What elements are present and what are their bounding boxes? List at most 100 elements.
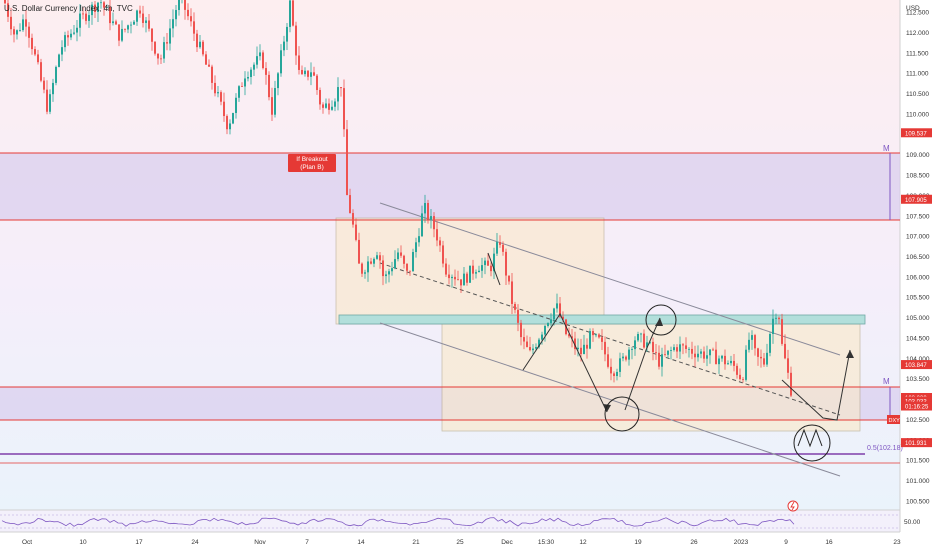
candle-body [412, 252, 414, 272]
channel-lower-line [379, 322, 841, 477]
candle-body [61, 47, 63, 55]
x-tick-label: 9 [784, 539, 788, 546]
rsi-tick: 50.00 [904, 519, 921, 526]
candle-body [424, 203, 426, 214]
currency-label: USD [906, 5, 920, 12]
candle-body [367, 261, 369, 273]
candle-body [568, 334, 570, 337]
candle-body [421, 213, 423, 237]
candle-body [316, 75, 318, 91]
plan-b-label-line2: (Plan B) [300, 164, 323, 171]
candle-body [58, 54, 60, 67]
candle-body [466, 273, 468, 283]
candle-body [418, 236, 420, 243]
candle-body [493, 253, 495, 272]
candle-body [145, 20, 147, 23]
candle-body [532, 348, 534, 351]
x-tick-label: 15:30 [538, 539, 555, 546]
chart-title: U.S. Dollar Currency Index, 4h, TVC [4, 4, 133, 13]
candle-body [580, 347, 582, 355]
candle-body [592, 331, 594, 336]
lightning-icon[interactable] [787, 500, 799, 512]
candle-body [529, 347, 531, 351]
candle-body [769, 334, 771, 353]
candle-body [574, 338, 576, 350]
candle-body [10, 16, 12, 30]
y-tick-label: 106.500 [906, 254, 930, 261]
candle-body [595, 334, 597, 336]
candle-body [661, 354, 663, 367]
candle-body [109, 7, 111, 24]
candle-body [358, 239, 360, 264]
candle-body [118, 24, 120, 41]
candle-body [25, 19, 27, 27]
candle-body [133, 21, 135, 25]
candle-body [160, 58, 162, 60]
candle-body [322, 104, 324, 108]
candle-body [136, 10, 138, 22]
candle-body [430, 216, 432, 220]
price-badge-label: 01:16:25 [905, 405, 929, 411]
candle-body [469, 265, 471, 283]
candle-body [748, 339, 750, 350]
candle-body [115, 21, 117, 25]
candle-body [448, 274, 450, 279]
candle-body [598, 334, 600, 338]
y-tick-label: 112.000 [906, 30, 929, 37]
price-badge [901, 401, 932, 411]
candle-body [541, 334, 543, 340]
candle-body [262, 52, 264, 69]
price-badge [901, 360, 932, 370]
candle-body [211, 66, 213, 83]
candle-body [673, 347, 675, 351]
candle-body [238, 86, 240, 98]
candle-body [202, 41, 204, 55]
candle-body [217, 92, 219, 94]
candle-body [205, 54, 207, 65]
candle-body [16, 30, 18, 35]
y-tick-label: 111.000 [906, 71, 929, 78]
candle-body [613, 373, 615, 377]
y-tick-label: 112.500 [906, 10, 929, 17]
candle-body [667, 350, 669, 355]
candle-body [622, 356, 624, 359]
candle-body [712, 349, 714, 351]
breakout-strip [338, 314, 866, 325]
candle-body [349, 195, 351, 214]
candle-body [475, 272, 477, 274]
candle-body [520, 322, 522, 338]
x-tick-label: 16 [825, 539, 833, 546]
candle-body [7, 3, 9, 17]
y-tick-label: 110.500 [906, 91, 929, 98]
candle-body [733, 360, 735, 366]
candle-body [361, 263, 363, 274]
price-badge [901, 128, 932, 138]
y-tick-label: 102.500 [906, 417, 930, 424]
candle-body [196, 33, 198, 48]
m-marker-bottom: M [883, 377, 890, 386]
candle-body [775, 317, 777, 319]
candle-body [151, 28, 153, 42]
y-tick-label: 109.000 [906, 152, 930, 159]
candle-body [100, 2, 102, 4]
candle-body [121, 28, 123, 41]
candle-body [607, 354, 609, 367]
y-tick-label: 107.000 [906, 234, 930, 241]
candle-body [352, 213, 354, 225]
candle-body [124, 28, 126, 30]
candle-body [256, 56, 258, 65]
candle-body [766, 352, 768, 365]
candle-body [340, 87, 342, 89]
candle-body [670, 350, 672, 351]
candle-body [73, 32, 75, 34]
price-badge-label: 103.847 [905, 363, 927, 369]
price-badge [901, 438, 932, 448]
indicator-pane-background [0, 510, 900, 532]
candle-body [649, 341, 651, 343]
candle-body [328, 103, 330, 110]
candle-body [454, 276, 456, 280]
x-tick-label: 14 [357, 539, 365, 546]
candle-body [694, 353, 696, 358]
price-badge-label: 101.931 [905, 441, 927, 447]
channel-upper-line [379, 202, 841, 356]
